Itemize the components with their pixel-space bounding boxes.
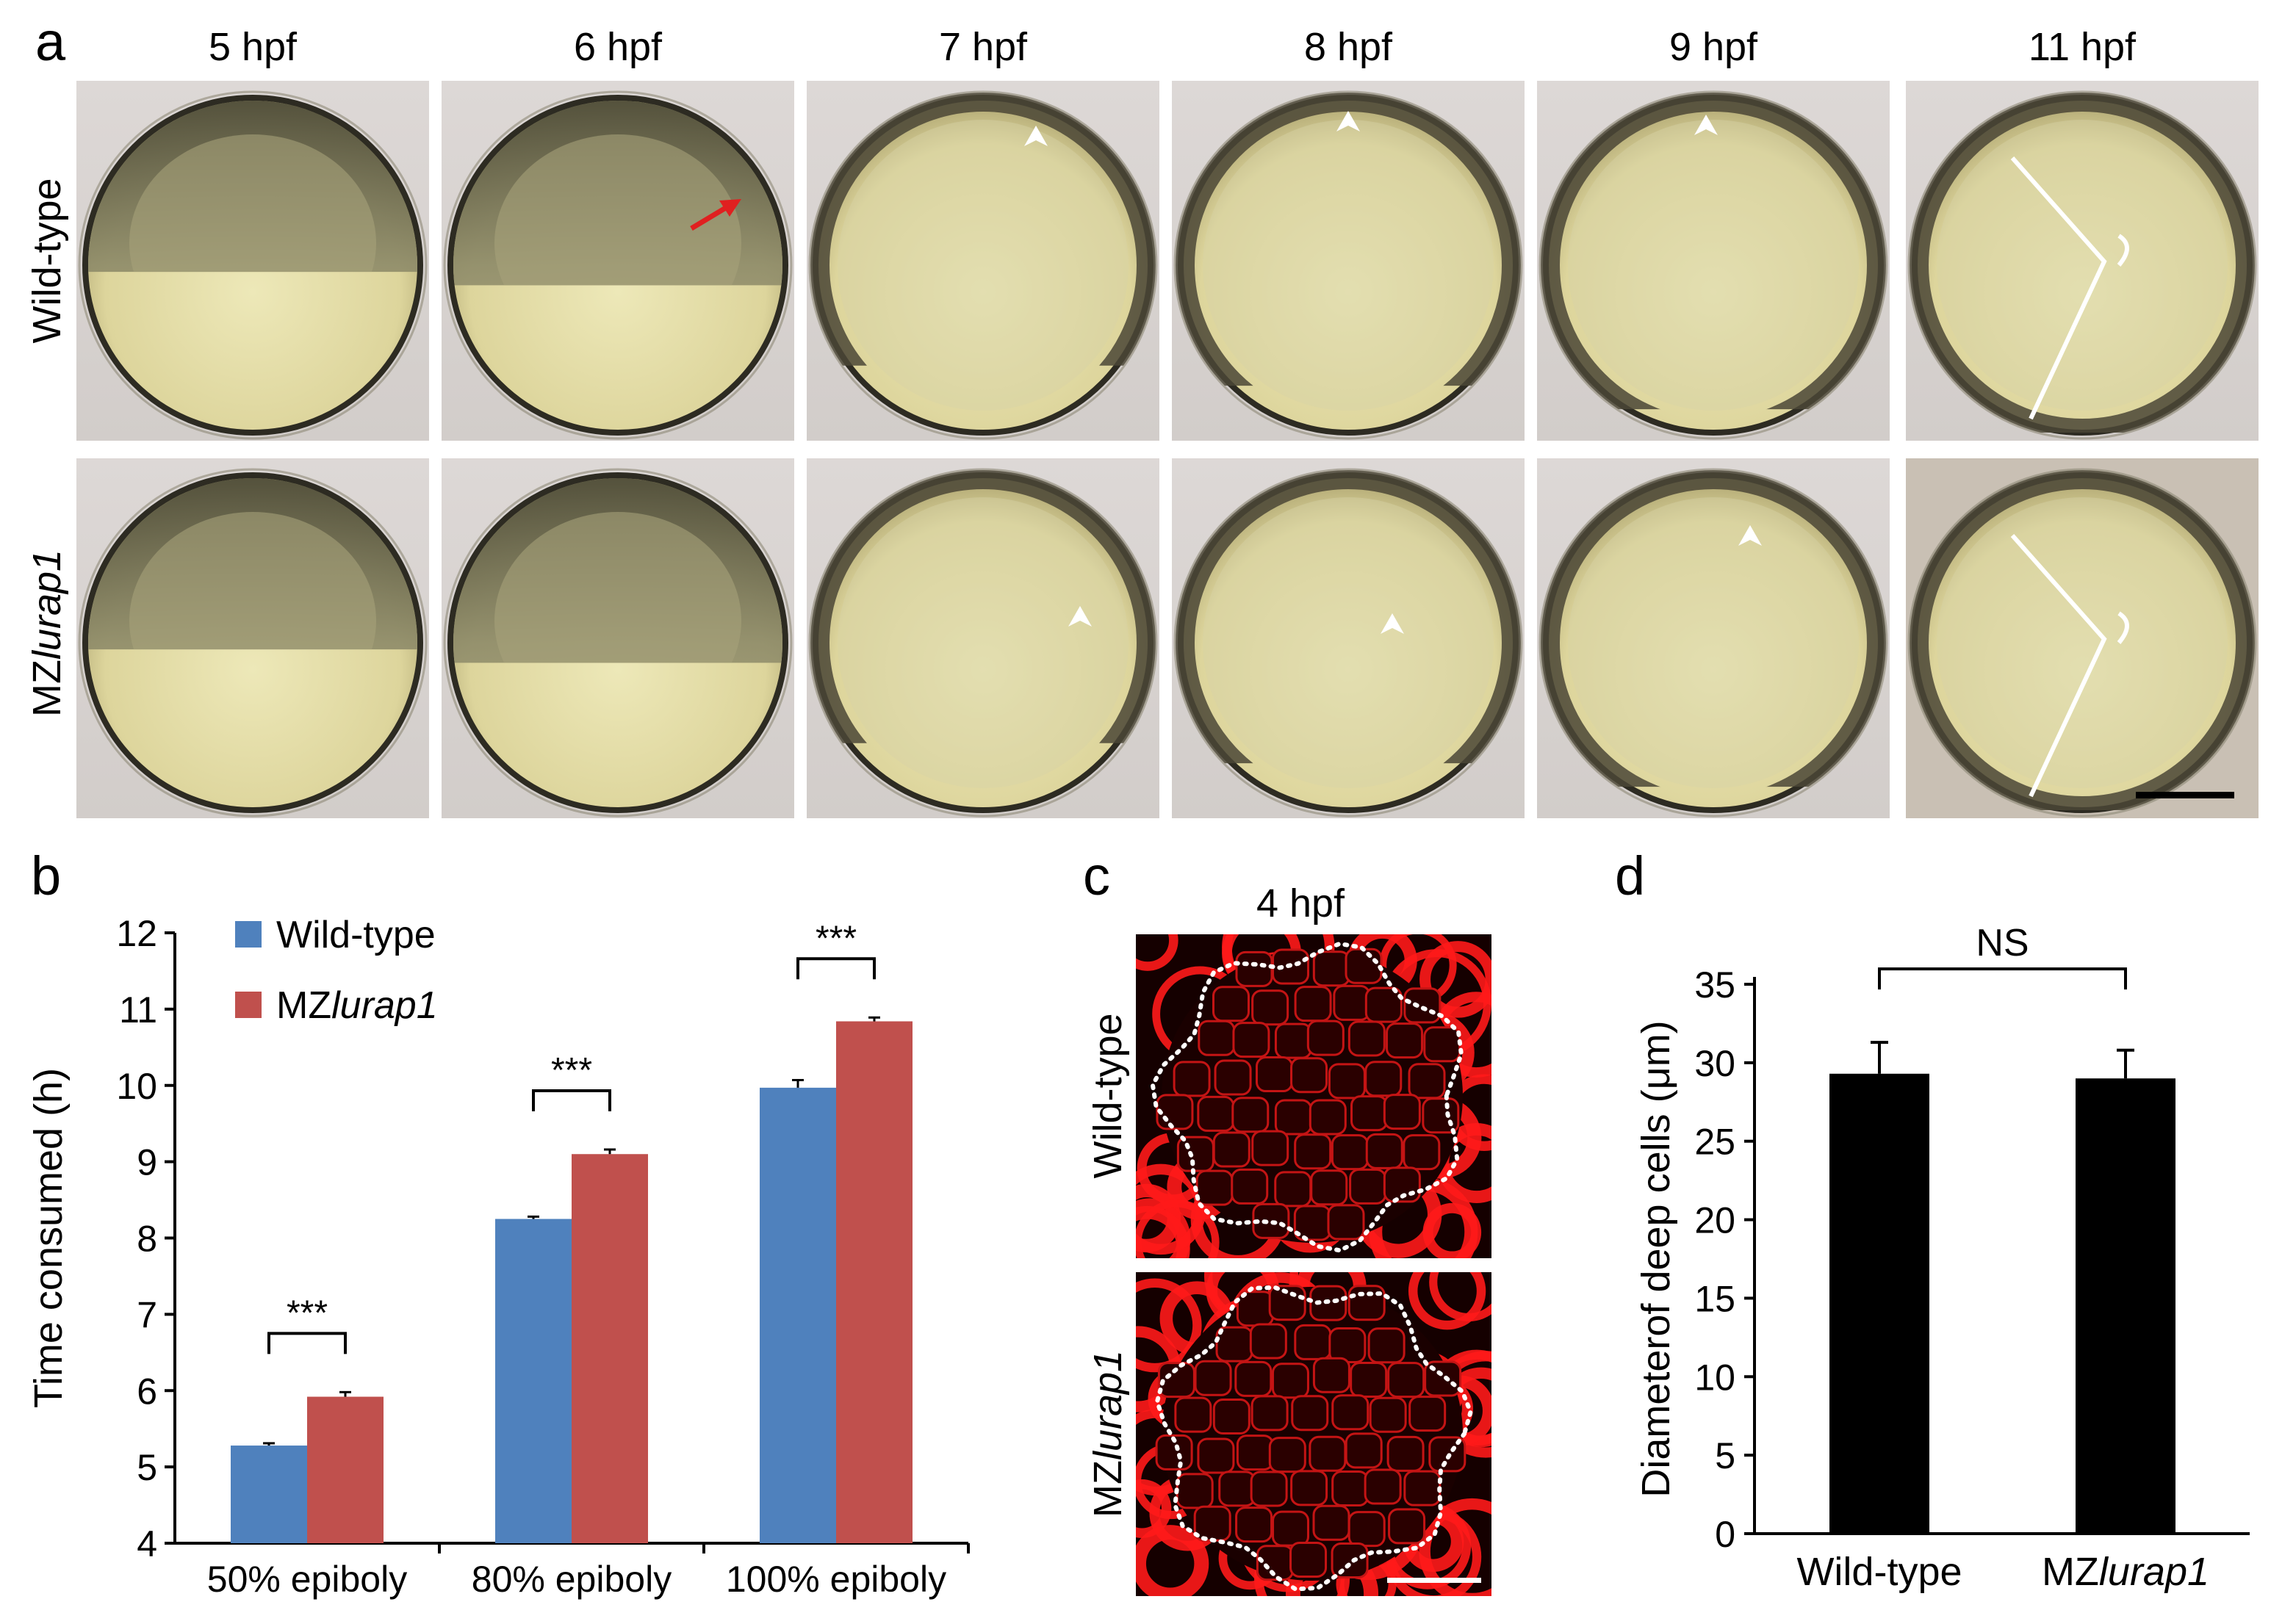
chart-b-y-tick-label: 4 (137, 1523, 157, 1565)
chart-b-y-tick-label: 11 (119, 989, 157, 1031)
arrowhead-marker (1068, 606, 1092, 627)
chart-b-y-tick-label: 9 (137, 1142, 157, 1183)
panel-c-row-label-mzlurap1: MZlurap1 (1086, 1350, 1130, 1517)
chart-b-bar (231, 1446, 307, 1543)
chart-b-y-tick-label: 5 (137, 1447, 157, 1488)
arrowhead-marker (1381, 613, 1404, 634)
chart-b-significance-bracket (532, 1089, 611, 1112)
stage-label-2: 6 hpf (574, 25, 663, 69)
red-arrow (690, 203, 730, 231)
embryo-image (76, 458, 429, 818)
chart-b-bar (307, 1396, 384, 1543)
chart-d: 0 5 10 15 20 25 30 35 NS Diameterof deep cells (μ… (1634, 922, 2250, 1555)
scale-bar-a (2136, 792, 2234, 798)
chart-b: 4 5 6 7 8 9 10 11 12 50% epiboly *** 80% epiboly ***… (26, 913, 970, 1600)
chart-b-significance-label: *** (551, 1051, 592, 1090)
chart-b-y-tick-label: 7 (137, 1294, 157, 1335)
chart-d-bar (2076, 1078, 2175, 1534)
chart-b-x-tick-label: 50% epiboly (207, 1559, 407, 1600)
chart-b-significance-bracket (267, 1332, 347, 1354)
embryo-image (1537, 458, 1890, 818)
chart-b-y-tick-label: 6 (137, 1371, 157, 1412)
confocal-image-mzlurap1 (1136, 1272, 1491, 1596)
confocal-image-wild-type (1136, 934, 1491, 1258)
embryo-image (442, 458, 794, 818)
embryo-image (442, 81, 794, 441)
embryo-image (1537, 81, 1890, 441)
chart-d-y-tick-label: 20 (1694, 1200, 1735, 1241)
chart-b-bar (836, 1021, 913, 1543)
chart-b-bar (572, 1154, 648, 1543)
stage-label-1: 5 hpf (209, 25, 298, 69)
arrowhead-marker (1694, 115, 1718, 135)
chart-b-significance-bracket (796, 957, 876, 980)
legend-swatch-wild-type (235, 921, 262, 948)
legend-label-mzlurap1: MZlurap1 (276, 984, 438, 1027)
chart-b-y-tick-label: 12 (116, 913, 157, 954)
chart-d-y-tick-label: 15 (1694, 1278, 1735, 1319)
arrowhead-marker (1024, 126, 1048, 146)
chart-d-y-tick-label: 25 (1694, 1122, 1735, 1163)
arrowhead-marker (1336, 111, 1360, 131)
chart-d-significance-bracket (1878, 967, 2127, 990)
stage-labels: 5 hpf 6 hpf 7 hpf 8 hpf 9 hpf 11 hpf (209, 25, 2137, 69)
arrowhead-marker (1738, 525, 1762, 546)
legend-swatch-mzlurap1 (235, 992, 262, 1018)
chart-d-y-tick-label: 30 (1694, 1043, 1735, 1084)
legend-label-wild-type: Wild-type (276, 914, 436, 956)
embryo-image (807, 81, 1159, 441)
stage-label-3: 7 hpf (939, 25, 1028, 69)
stage-label-6: 11 hpf (2029, 25, 2137, 69)
chart-d-y-tick-label: 10 (1694, 1357, 1735, 1398)
embryo-image (1906, 458, 2259, 818)
chart-b-significance-label: *** (816, 919, 857, 958)
chart-b-x-tick-label: 80% epiboly (472, 1559, 672, 1600)
angle-arc (2117, 611, 2129, 644)
angle-arc (2117, 234, 2129, 267)
stage-label-5: 9 hpf (1669, 25, 1758, 69)
chart-d-xlabel-wild-type: Wild-type (1796, 1550, 1962, 1594)
panel-c-title: 4 hpf (1256, 881, 1345, 925)
chart-d-bar (1829, 1073, 1929, 1534)
chart-b-bar (760, 1087, 836, 1543)
panel-c-row-label-wild-type: Wild-type (1086, 1013, 1130, 1178)
chart-b-ylabel: Time consumed (h) (26, 1068, 71, 1408)
stage-label-4: 8 hpf (1304, 25, 1393, 69)
angle-lines (2010, 156, 2107, 420)
scale-bar-c (1387, 1578, 1481, 1583)
embryo-image-grid (76, 81, 2259, 818)
embryo-image (76, 81, 429, 441)
chart-b-x-tick-label: 100% epiboly (726, 1559, 946, 1600)
embryo-image (807, 458, 1159, 818)
chart-d-ylabel: Diameterof deep cells (μm) (1634, 1020, 1678, 1497)
panel-b-letter: b (31, 845, 61, 906)
panel-a-letter: a (35, 11, 66, 72)
embryo-image (1172, 458, 1525, 818)
embryo-image (1172, 81, 1525, 441)
panel-c-letter: c (1083, 845, 1110, 906)
chart-d-y-tick-label: 5 (1715, 1435, 1735, 1476)
chart-b-significance-label: *** (287, 1293, 328, 1332)
row-label-wild-type: Wild-type (25, 178, 69, 343)
chart-b-y-tick-label: 10 (116, 1066, 157, 1107)
chart-d-y-tick-label: 0 (1715, 1514, 1735, 1555)
chart-d-y-tick-label: 35 (1694, 964, 1735, 1006)
embryo-image (1906, 81, 2259, 441)
panel-d-letter: d (1615, 845, 1645, 906)
chart-b-bar (495, 1219, 572, 1543)
chart-b-y-tick-label: 8 (137, 1219, 157, 1260)
chart-d-significance-label: NS (1976, 922, 2029, 964)
chart-d-xlabel-mzlurap1: MZlurap1 (2042, 1550, 2209, 1594)
angle-lines (2010, 534, 2107, 798)
row-label-mzlurap1: MZlurap1 (25, 549, 69, 717)
